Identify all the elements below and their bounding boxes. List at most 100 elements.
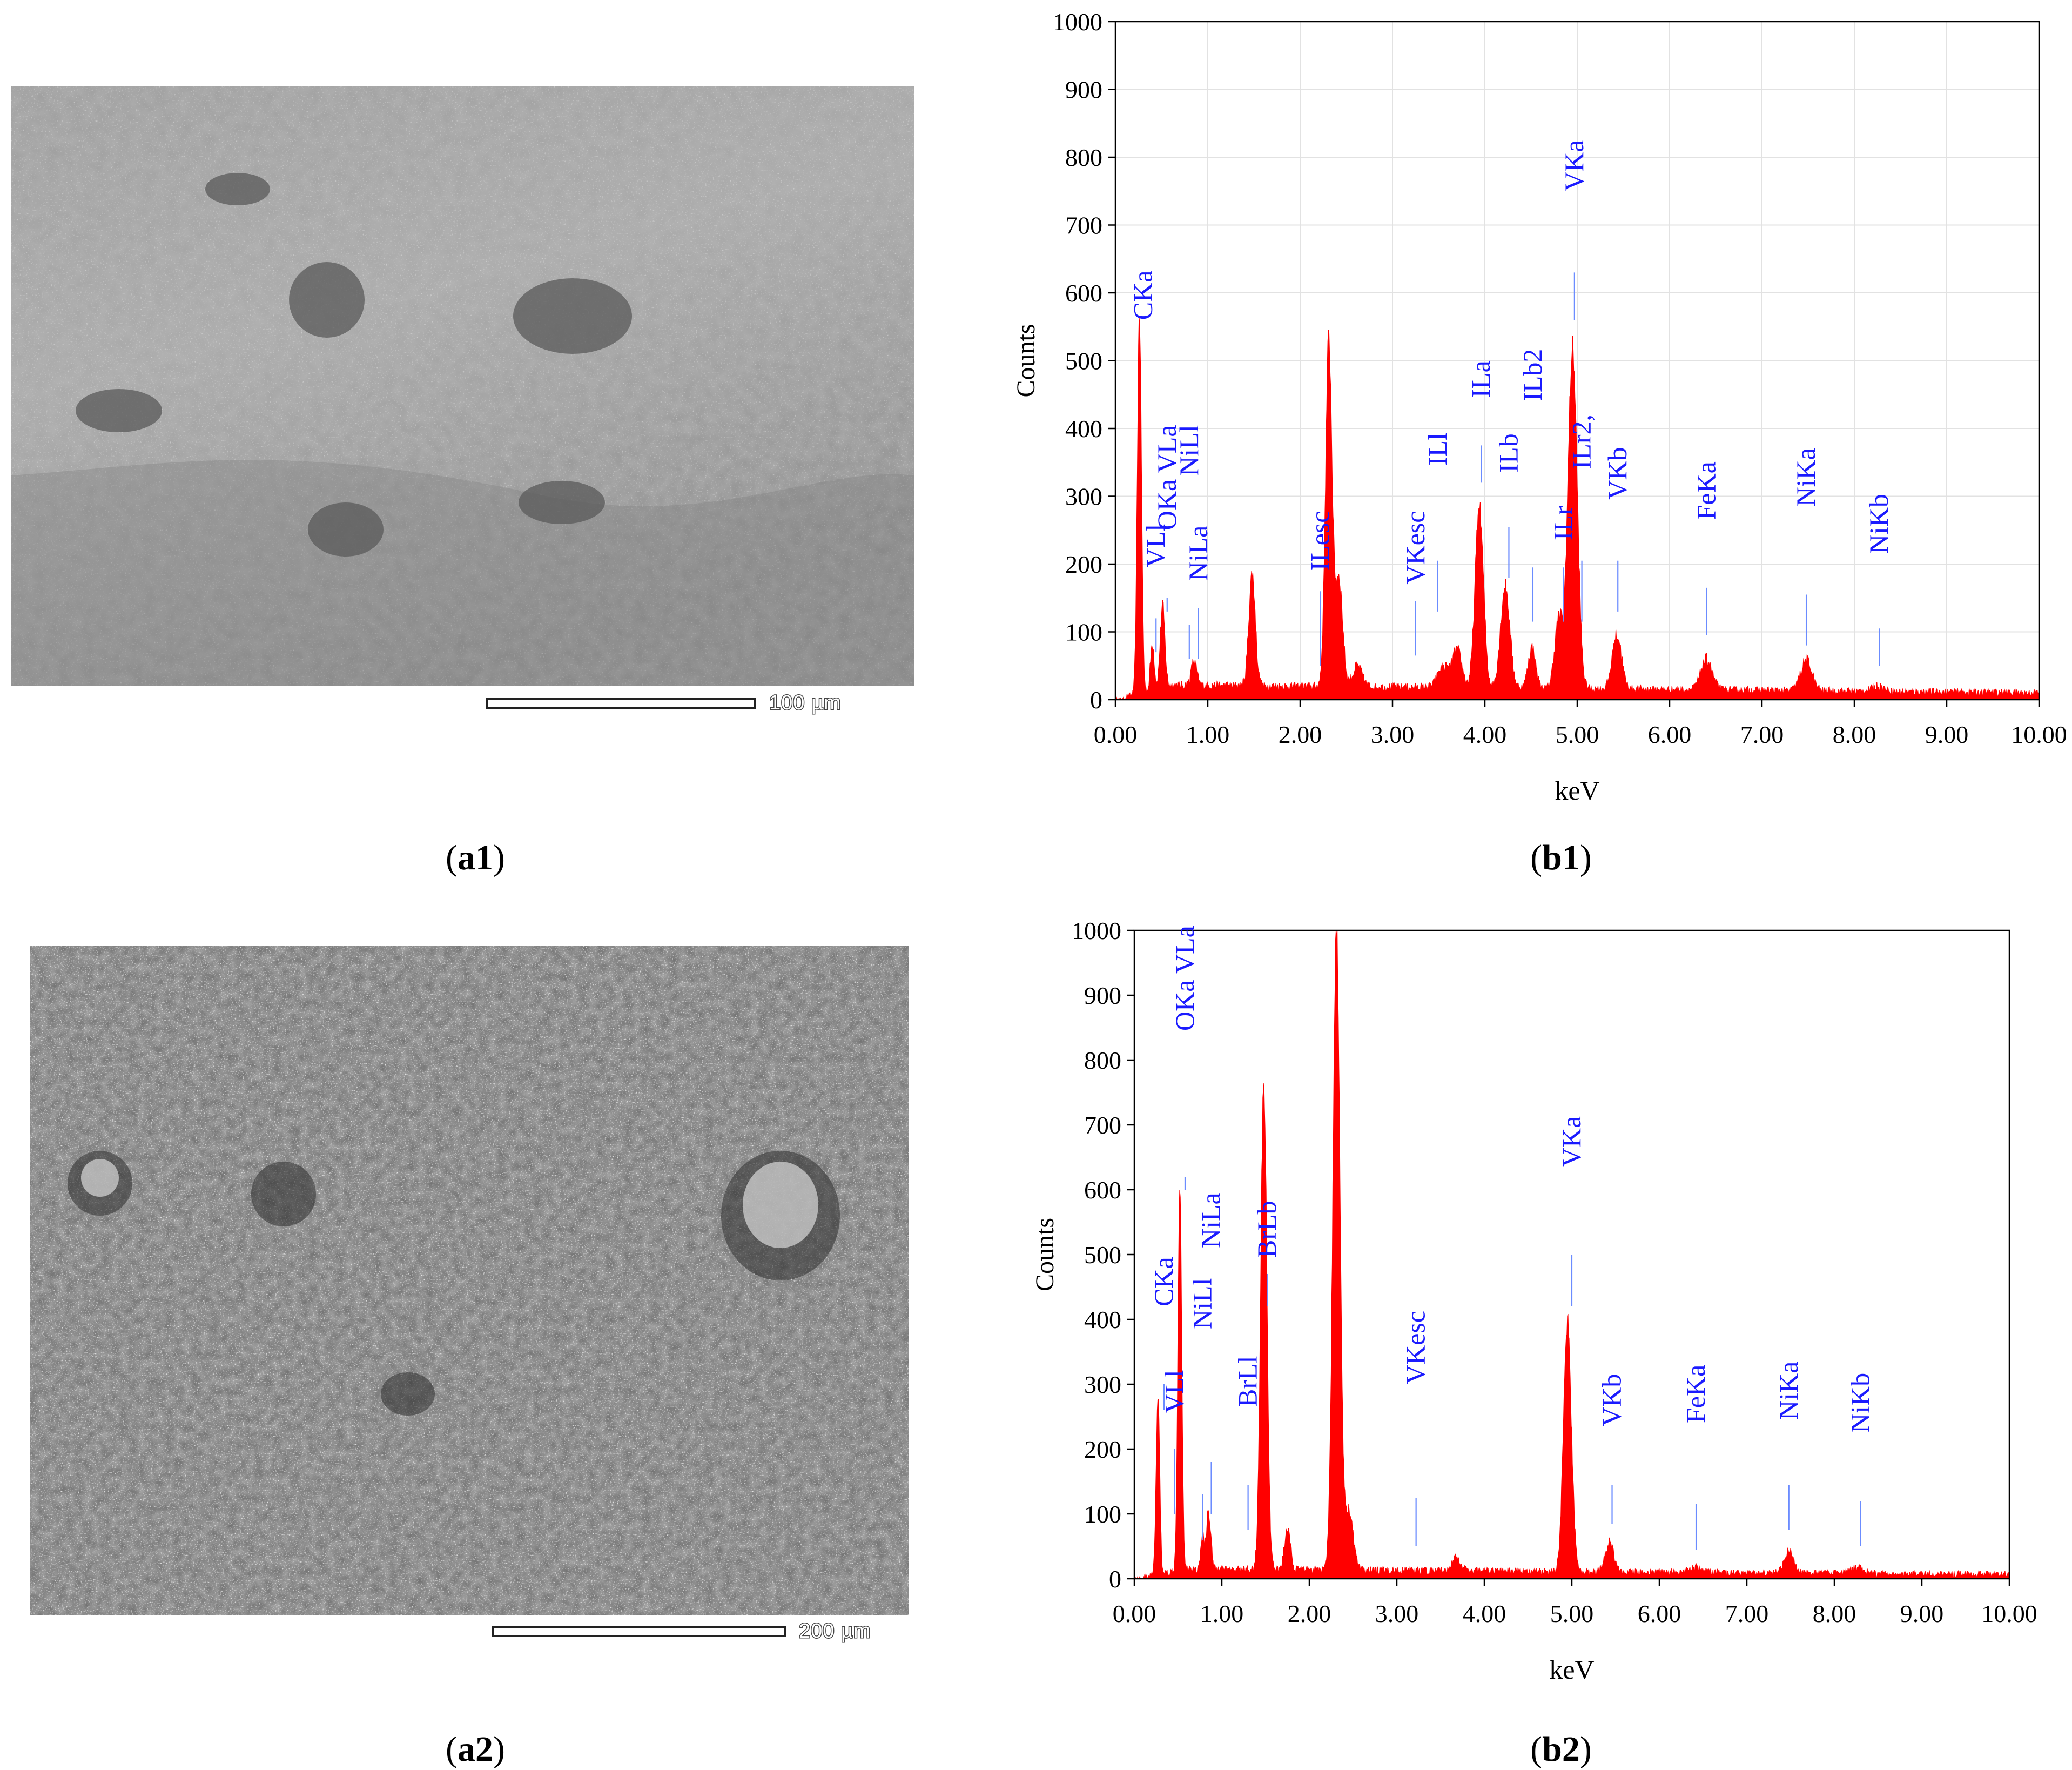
y-tick-label: 700 [1065, 212, 1102, 239]
y-tick-label: 200 [1084, 1436, 1121, 1463]
peak-label: FeKa [1691, 461, 1721, 520]
peak-label: ILr [1548, 506, 1578, 540]
peak-annotation: VKa [1556, 1116, 1586, 1306]
y-tick-label: 600 [1084, 1176, 1121, 1204]
sem-micrograph-a1 [11, 86, 914, 686]
peak-annotation: VLl [1140, 524, 1170, 653]
peak-annotation: NiLl [1174, 425, 1204, 659]
x-tick-label: 6.00 [1638, 1600, 1681, 1627]
peak-annotation: VKa [1559, 140, 1589, 320]
spectrum-series [1134, 930, 2010, 1579]
x-tick-label: 10.00 [2011, 721, 2067, 748]
caption-b1: (b1) [1530, 838, 1592, 877]
y-tick-label: 700 [1084, 1111, 1121, 1139]
peak-annotation: VKesc [1400, 511, 1430, 656]
peak-label: ILesc [1305, 511, 1335, 571]
peak-label: VLl [1140, 524, 1170, 568]
y-tick-label: 1000 [1072, 917, 1121, 944]
y-tick-label: 100 [1084, 1500, 1121, 1528]
peak-annotation: NiLl [1187, 1278, 1217, 1540]
y-axis-label: Counts [1031, 1218, 1059, 1291]
scale-bar-line [492, 1626, 786, 1637]
caption-a2: (a2) [446, 1729, 505, 1769]
peak-label: VLl [1159, 1370, 1189, 1413]
x-tick-label: 2.00 [1279, 721, 1322, 748]
peak-annotation: FeKa [1680, 1365, 1711, 1550]
peak-annotation: NiKb [1845, 1373, 1875, 1546]
peak-annotation: OKa VLa [1152, 425, 1182, 612]
y-tick-label: 100 [1065, 619, 1102, 646]
peak-annotation: ILr2, [1566, 414, 1597, 622]
peak-annotation: NiKa [1791, 448, 1821, 646]
peak-label: NiLl [1187, 1278, 1217, 1329]
y-tick-label: 0 [1090, 686, 1102, 714]
peak-label: BrLl [1233, 1356, 1263, 1407]
scale-bar-a1: 100 µm [486, 691, 842, 715]
y-tick-label: 1000 [1053, 8, 1102, 36]
peak-label: ILb [1493, 433, 1523, 472]
x-tick-label: 1.00 [1200, 1600, 1244, 1627]
y-tick-label: 300 [1065, 483, 1102, 511]
peak-annotation: NiKa [1773, 1362, 1804, 1530]
peak-annotation: VKb [1597, 1374, 1627, 1524]
x-tick-label: 5.00 [1550, 1600, 1594, 1627]
peak-annotation: ILb2 [1517, 349, 1548, 622]
x-tick-label: 0.00 [1113, 1600, 1156, 1627]
x-tick-label: 9.00 [1925, 721, 1969, 748]
peak-annotation: FeKa [1691, 461, 1721, 635]
y-tick-label: 0 [1109, 1565, 1121, 1593]
peak-annotation: ILa [1465, 360, 1496, 483]
x-tick-label: 2.00 [1288, 1600, 1331, 1627]
peak-label: ILb2 [1517, 349, 1548, 401]
y-tick-label: 900 [1084, 982, 1121, 1009]
x-tick-label: 8.00 [1833, 721, 1876, 748]
peak-annotation: VLl [1159, 1370, 1189, 1514]
x-axis-label: keV [1555, 775, 1599, 806]
peak-label: VKesc [1400, 511, 1430, 585]
peak-label: BrLb [1252, 1201, 1282, 1258]
x-axis-label: keV [1549, 1654, 1594, 1685]
peak-annotation: OKa VLa [1169, 926, 1200, 1190]
sem-micrograph-a2 [30, 946, 909, 1615]
peak-label: VKb [1602, 447, 1632, 500]
peak-annotation: VKesc [1401, 1311, 1431, 1546]
x-tick-label: 3.00 [1375, 1600, 1419, 1627]
y-tick-label: 800 [1084, 1047, 1121, 1074]
peak-label: NiKa [1773, 1362, 1804, 1420]
peak-annotation: ILesc [1305, 511, 1335, 666]
peak-label: OKa VLa [1169, 926, 1200, 1031]
x-tick-label: 7.00 [1725, 1600, 1769, 1627]
eds-spectrum-b1: 0 100 200 300 400 500 600 700 800 900 1000 0.00 1.00… [1012, 8, 2067, 806]
y-tick-label: 300 [1084, 1371, 1121, 1398]
peak-annotation: CKa [1148, 1257, 1179, 1410]
peak-label: ILl [1422, 433, 1452, 466]
spectrum-series [1115, 317, 2040, 700]
peak-label: ILa [1465, 360, 1496, 398]
peak-annotation: ILr [1548, 506, 1578, 622]
caption-b2: (b2) [1530, 1729, 1592, 1769]
peak-label: VKa [1559, 140, 1589, 191]
y-tick-label: 500 [1065, 347, 1102, 375]
x-tick-label: 5.00 [1556, 721, 1599, 748]
peak-label: NiKb [1864, 494, 1894, 554]
peak-annotation: CKa [1127, 271, 1158, 320]
peak-label: NiLa [1196, 1192, 1226, 1248]
peak-label: NiKb [1845, 1373, 1875, 1433]
y-tick-label: 200 [1065, 551, 1102, 578]
scale-bar-label: 200 µm [798, 1619, 872, 1644]
x-tick-label: 9.00 [1900, 1600, 1944, 1627]
peak-annotation: ILl [1422, 433, 1452, 612]
peak-label: CKa [1148, 1257, 1179, 1306]
peak-label: NiKa [1791, 448, 1821, 506]
peak-annotation: NiLa [1196, 1192, 1226, 1514]
scale-bar-line [486, 698, 756, 709]
peak-label: ILr2, [1566, 414, 1597, 469]
y-tick-label: 400 [1084, 1306, 1121, 1333]
y-tick-label: 800 [1065, 144, 1102, 171]
peak-label: FeKa [1680, 1365, 1711, 1423]
x-tick-label: 4.00 [1463, 1600, 1506, 1627]
y-tick-label: 600 [1065, 279, 1102, 307]
peak-label: VKa [1556, 1116, 1586, 1167]
peak-label: OKa VLa [1152, 425, 1182, 530]
y-tick-label: 400 [1065, 415, 1102, 442]
